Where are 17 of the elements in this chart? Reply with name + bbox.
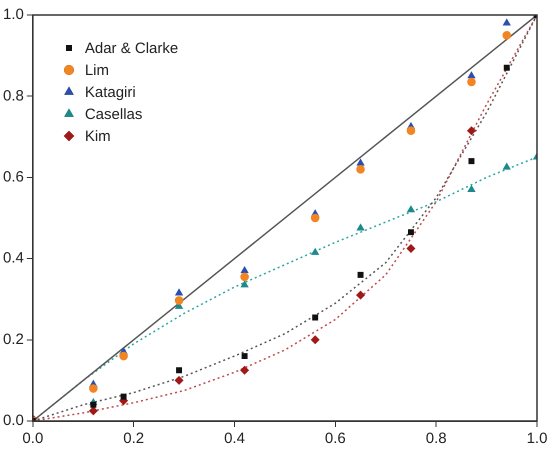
y-tick-label: 0.0 xyxy=(2,412,24,430)
y-tick-label: 0.2 xyxy=(2,330,24,348)
x-tick-label: 0.8 xyxy=(426,430,447,448)
legend-label: Lim xyxy=(84,62,110,78)
x-tick-label: 0.2 xyxy=(123,430,144,448)
legend-label: Katagiri xyxy=(84,84,136,100)
x-tick-label: 1.0 xyxy=(526,430,548,448)
legend-label: Kim xyxy=(84,128,111,144)
y-tick-label: 0.4 xyxy=(2,250,24,267)
y-tick-label: 0.8 xyxy=(2,87,24,104)
legend-label: Casellas xyxy=(84,106,142,122)
x-tick-label: 0.6 xyxy=(324,430,346,448)
x-tick-label: 0.0 xyxy=(22,430,44,448)
y-tick-label: 0.6 xyxy=(2,168,24,186)
y-tick-label: 1.0 xyxy=(2,6,24,24)
x-tick-label: 0.4 xyxy=(224,430,245,448)
legend-label: Adar & Clarke xyxy=(84,40,178,56)
